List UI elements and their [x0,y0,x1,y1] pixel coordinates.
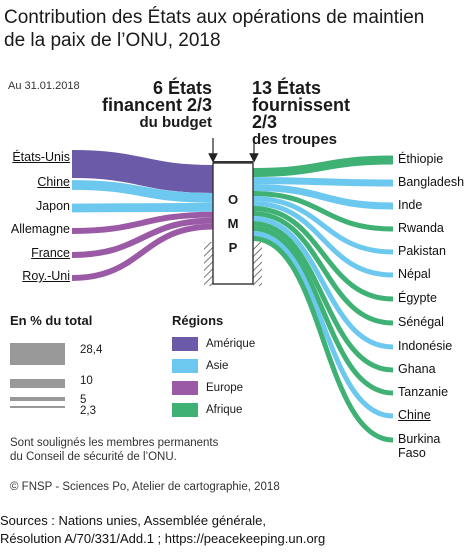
right-label-indonesie: Indonésie [398,339,453,353]
scale-bar-0 [10,343,65,365]
right-label-rwanda: Rwanda [398,221,444,235]
omp-letter-m: M [227,216,239,231]
left-flow-1 [71,180,214,203]
header-left-count: 6 États [152,78,212,98]
right-label-burkina-faso: Burkina Faso [398,432,440,460]
scale-bar-2 [10,397,65,401]
right-flow-1 [252,177,394,187]
right-flow-0 [252,155,394,177]
left-flow-4 [71,217,214,258]
right-label-pakistan: Pakistan [398,244,446,258]
header-right-line3: des troupes [252,131,338,148]
header-left-line2: financent 2/3 [101,95,212,115]
members-note-line1: Sont soulignés les membres permanents [10,437,219,449]
left-label-roy-uni: Roy.-Uni [22,269,70,283]
left-label-japon: Japon [35,199,70,213]
region-swatch-asie [172,359,198,373]
region-label-europe: Europe [206,382,244,394]
omp-label: O M P [222,188,244,260]
right-flow-11 [252,231,394,419]
right-pillar [253,242,262,286]
left-label-france: France [31,246,70,260]
header-left-line3: du budget [139,114,212,131]
region-swatch-europe [172,381,198,395]
right-label-ghana: Ghana [398,362,436,376]
right-flows [252,155,394,443]
region-swatch-amerique [172,337,198,351]
scale-value-10: 10 [80,375,93,387]
left-flow-2 [71,202,214,213]
left-label-etats-unis: États-Unis [12,150,70,164]
scale-value-28-4: 28,4 [80,344,103,356]
left-pillar [204,242,213,286]
right-label-senegal: Sénégal [398,315,444,329]
scale-value-5: 5 [80,394,87,406]
omp-letter-p: P [228,240,238,255]
scale-legend-title: En % du total [10,313,93,328]
omp-box [212,162,254,285]
right-label-faso: Faso [398,446,426,460]
left-label-chine: Chine [37,175,70,189]
right-label-egypte: Égypte [398,291,437,305]
sources-line1: Sources : Nations unies, Assemblée génér… [0,513,266,528]
date-label: Au 31.01.2018 [8,80,80,92]
right-flow-3 [252,191,394,232]
right-label-bangladesh: Bangladesh [398,175,465,189]
members-note-line2: du Conseil de sécurité de l’ONU. [10,451,177,463]
scale-legend-bars [10,343,65,408]
region-label-afrique: Afrique [206,404,243,416]
title-line-1: Contribution des États aux opérations de… [4,7,425,28]
right-label-tanzanie: Tanzanie [398,385,449,399]
header-right: 13 États fournissent 2/3 des troupes [252,78,372,148]
members-note: Sont soulignés les membres permanents du… [10,436,218,464]
page-title: Contribution des États aux opérations de… [4,6,470,52]
regions-legend-title: Régions [172,313,224,328]
right-flow-2 [252,184,394,210]
left-flows [71,150,214,281]
right-flow-10 [252,226,394,396]
header-right-line2: fournissent 2/3 [252,95,351,132]
left-flow-3 [71,211,214,234]
right-flow-6 [252,206,394,302]
right-flow-7 [252,211,394,326]
credit: © FNSP - Sciences Po, Atelier de cartogr… [10,481,280,493]
right-label-nepal: Népal [398,267,431,281]
sources-line2: Résolution A/70/331/Add.1 ; https://peac… [0,531,326,546]
scale-bar-1 [10,379,65,388]
right-flow-5 [252,201,394,278]
region-label-asie: Asie [206,360,229,372]
right-flow-9 [252,221,394,373]
right-flow-4 [252,196,394,255]
right-label-chine: Chine [398,408,431,422]
right-label-ethiopie: Éthiopie [398,152,444,166]
title-line-2: de la paix de l’ONU, 2018 [4,30,221,51]
right-flow-8 [252,216,394,350]
sources: Sources : Nations unies, Assemblée génér… [0,512,325,548]
right-label-burkina: Burkina [398,432,441,446]
left-label-allemagne: Allemagne [10,222,70,236]
header-right-count: 13 États [252,78,322,98]
left-flow-5 [71,223,214,281]
scale-bar-3 [10,406,65,408]
omp-letter-o: O [227,192,239,207]
header-left: 6 États financent 2/3 du budget [80,78,212,131]
left-flow-0 [71,150,214,193]
right-flow-12 [252,236,394,443]
right-label-inde: Inde [398,198,423,212]
region-label-amerique: Amérique [206,338,256,350]
scale-value-2-3: 2,3 [80,405,96,417]
region-swatch-afrique [172,403,198,417]
